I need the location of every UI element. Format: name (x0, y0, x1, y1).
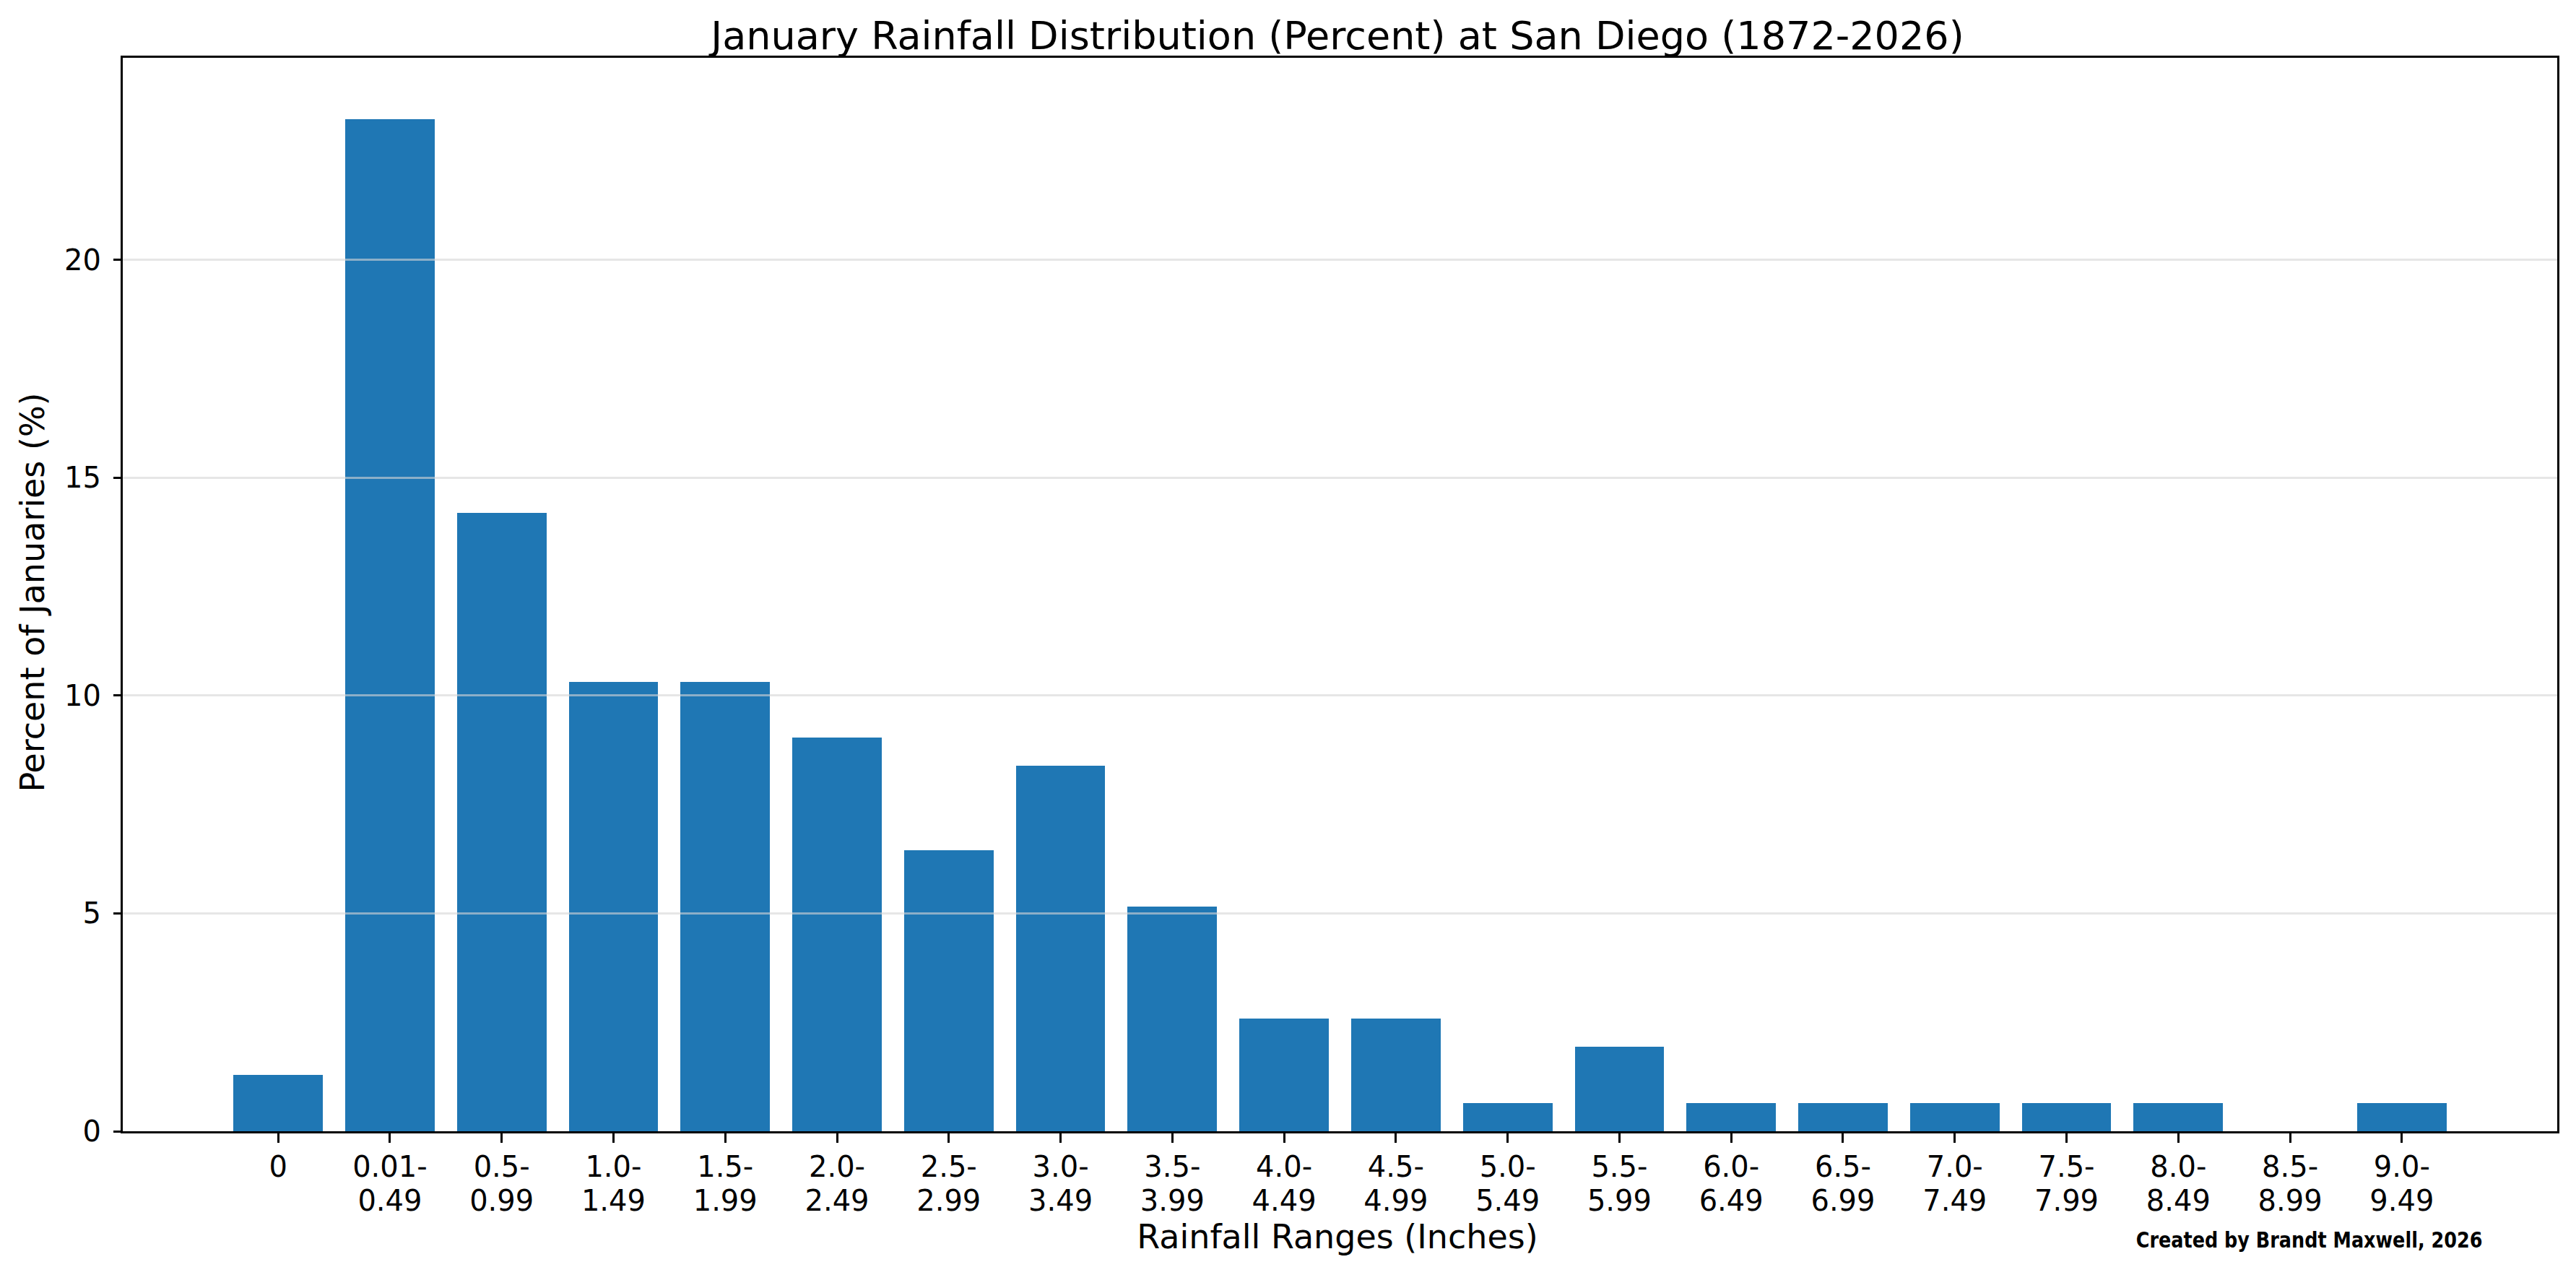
credit-annotation: Created by Brandt Maxwell, 2026 (2135, 1227, 2482, 1254)
gridline-15 (123, 477, 2557, 479)
plot-area (121, 56, 2559, 1133)
x-tick-label: 6.0- 6.49 (1699, 1150, 1764, 1218)
bar-6.0-6.49 (1686, 1103, 1776, 1131)
x-tick-label: 4.5- 4.99 (1363, 1150, 1428, 1218)
x-tick-label: 8.5- 8.99 (2258, 1150, 2323, 1218)
y-tick-label: 10 (64, 678, 101, 713)
x-tick-mark (500, 1133, 503, 1143)
x-tick-label: 3.0- 3.49 (1028, 1150, 1093, 1218)
bar-6.5-6.99 (1798, 1103, 1888, 1131)
gridline-20 (123, 259, 2557, 261)
gridline-10 (123, 694, 2557, 696)
bar-5.0-5.49 (1463, 1103, 1553, 1131)
x-tick-label: 2.0- 2.49 (805, 1150, 869, 1218)
y-tick-mark (113, 259, 123, 261)
y-tick-label: 0 (83, 1114, 101, 1149)
bar-7.5-7.99 (2022, 1103, 2112, 1131)
x-tick-label: 2.5- 2.99 (916, 1150, 981, 1218)
bar-4.5-4.99 (1351, 1019, 1441, 1131)
x-tick-label: 1.5- 1.99 (693, 1150, 758, 1218)
gridline-5 (123, 912, 2557, 915)
x-tick-mark (277, 1133, 279, 1143)
x-tick-mark (612, 1133, 615, 1143)
bar-7.0-7.49 (1910, 1103, 2000, 1131)
x-tick-mark (1730, 1133, 1732, 1143)
x-tick-label: 1.0- 1.49 (581, 1150, 646, 1218)
x-tick-mark (1506, 1133, 1509, 1143)
x-tick-mark (2177, 1133, 2180, 1143)
bar-2.0-2.49 (792, 738, 882, 1131)
x-axis-label: Rainfall Ranges (Inches) (1137, 1216, 1538, 1257)
x-tick-mark (2289, 1133, 2291, 1143)
chart-title: January Rainfall Distribution (Percent) … (711, 13, 1964, 59)
x-tick-mark (1059, 1133, 1062, 1143)
x-tick-label: 7.5- 7.99 (2034, 1150, 2099, 1218)
bar-5.5-5.99 (1575, 1047, 1665, 1131)
bar-9.0-9.49 (2357, 1103, 2447, 1131)
x-tick-mark (1953, 1133, 1956, 1143)
x-tick-label: 0.01- 0.49 (352, 1150, 428, 1218)
y-tick-mark (113, 477, 123, 479)
y-tick-label: 5 (83, 896, 101, 930)
y-tick-mark (113, 694, 123, 696)
x-tick-label: 9.0- 9.49 (2369, 1150, 2434, 1218)
bar-0 (233, 1075, 323, 1131)
bar-0.01-0.49 (345, 119, 435, 1131)
bar-0.5-0.99 (457, 513, 547, 1131)
bar-1.5-1.99 (680, 682, 770, 1131)
bar-1.0-1.49 (569, 682, 659, 1131)
x-tick-label: 5.0- 5.49 (1475, 1150, 1540, 1218)
x-tick-mark (1171, 1133, 1174, 1143)
y-tick-mark (113, 912, 123, 915)
x-tick-mark (1395, 1133, 1397, 1143)
bar-8.0-8.49 (2133, 1103, 2223, 1131)
x-tick-label: 5.5- 5.99 (1587, 1150, 1652, 1218)
x-tick-mark (1842, 1133, 1844, 1143)
figure: January Rainfall Distribution (Percent) … (0, 0, 2576, 1275)
x-tick-label: 6.5- 6.99 (1810, 1150, 1875, 1218)
x-tick-mark (1283, 1133, 1285, 1143)
x-tick-label: 3.5- 3.99 (1140, 1150, 1205, 1218)
bar-3.5-3.99 (1127, 907, 1217, 1131)
x-tick-label: 0.5- 0.99 (469, 1150, 534, 1218)
y-tick-label: 20 (64, 243, 101, 277)
x-tick-mark (2401, 1133, 2403, 1143)
bar-4.0-4.49 (1239, 1019, 1329, 1131)
x-tick-label: 4.0- 4.49 (1252, 1150, 1317, 1218)
x-tick-mark (1618, 1133, 1621, 1143)
y-tick-label: 15 (64, 460, 101, 495)
y-tick-mark (113, 1131, 123, 1133)
x-tick-mark (947, 1133, 950, 1143)
x-tick-label: 0 (269, 1150, 287, 1184)
bar-2.5-2.99 (904, 850, 994, 1131)
x-tick-mark (389, 1133, 391, 1143)
x-tick-label: 8.0- 8.49 (2146, 1150, 2211, 1218)
bar-3.0-3.49 (1016, 766, 1106, 1131)
x-tick-mark (836, 1133, 838, 1143)
x-tick-mark (724, 1133, 727, 1143)
y-axis-label: Percent of Januaries (%) (12, 392, 53, 792)
x-tick-label: 7.0- 7.49 (1922, 1150, 1987, 1218)
x-tick-mark (2065, 1133, 2068, 1143)
